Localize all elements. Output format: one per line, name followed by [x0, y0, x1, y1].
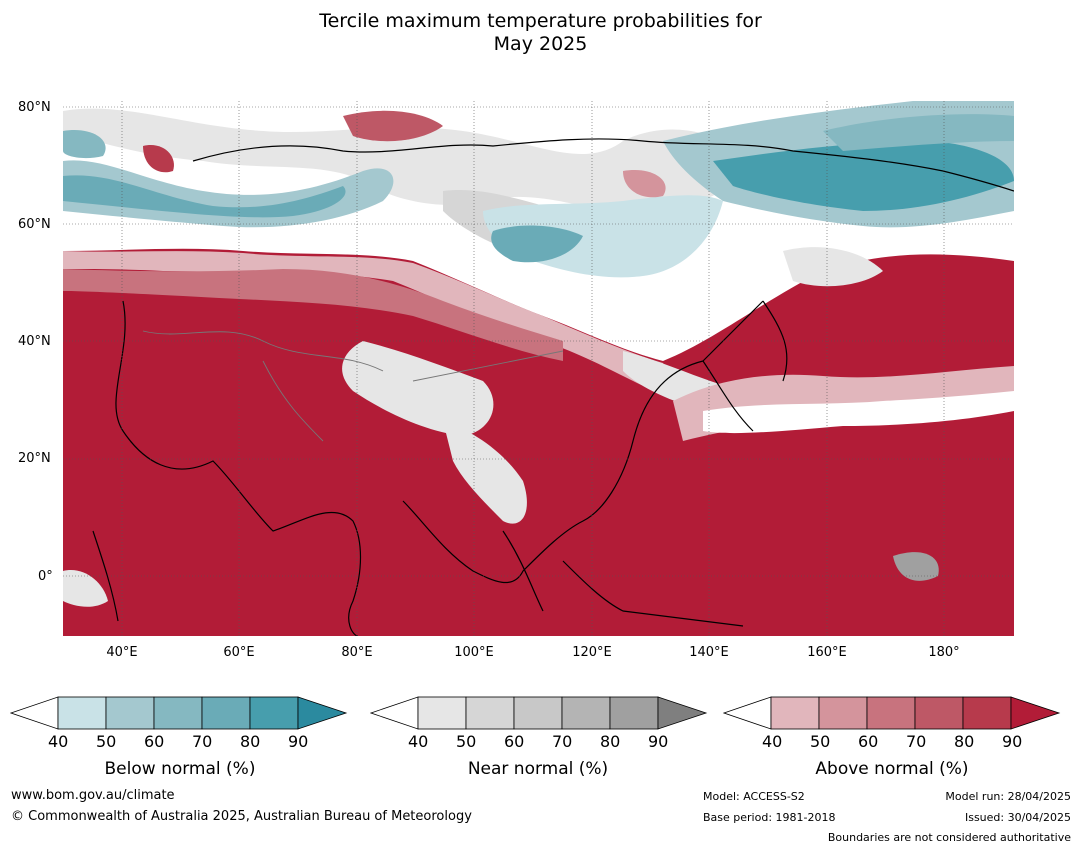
- lat-label-40n: 40°N: [18, 334, 51, 349]
- lon-label-140e: 140°E: [689, 645, 729, 660]
- lon-label-180: 180°: [928, 645, 960, 660]
- lon-label-40e: 40°E: [106, 645, 138, 660]
- footer-copyright: © Commonwealth of Australia 2025, Austra…: [11, 809, 472, 824]
- probability-map: [63, 101, 1014, 636]
- colorbar-extend-high: [1010, 696, 1061, 730]
- colorbar-tick: 90: [288, 732, 309, 751]
- colorbar-tick: 70: [192, 732, 213, 751]
- colorbar-above-svg: [722, 696, 1061, 730]
- colorbar-tick: 90: [1002, 732, 1023, 751]
- colorbar-extend-low: [722, 696, 772, 730]
- lon-label-120e: 120°E: [572, 645, 612, 660]
- colorbar-swatch: [57, 696, 107, 730]
- footer-issued: Issued: 30/04/2025: [964, 811, 1071, 824]
- colorbar-tick: 80: [600, 732, 621, 751]
- colorbar-swatch: [818, 696, 868, 730]
- colorbar-extend-low: [9, 696, 59, 730]
- colorbar-tick: 60: [858, 732, 879, 751]
- lon-label-100e: 100°E: [454, 645, 494, 660]
- colorbar-swatch: [914, 696, 964, 730]
- title-line-2: May 2025: [493, 33, 588, 55]
- lon-label-80e: 80°E: [341, 645, 373, 660]
- colorbar-tick: 60: [504, 732, 525, 751]
- colorbar-swatch: [465, 696, 515, 730]
- colorbar-tick: 40: [762, 732, 783, 751]
- colorbar-near-svg: [369, 696, 708, 730]
- colorbar-swatch: [105, 696, 155, 730]
- lon-label-160e: 160°E: [807, 645, 847, 660]
- lat-label-0: 0°: [38, 569, 53, 584]
- colorbar-swatch: [770, 696, 820, 730]
- title-line-1: Tercile maximum temperature probabilitie…: [319, 10, 762, 32]
- colorbar-swatch: [153, 696, 203, 730]
- colorbar-tick: 90: [648, 732, 669, 751]
- colorbar-tick: 70: [906, 732, 927, 751]
- colorbar-extend-high: [297, 696, 348, 730]
- colorbar-swatch: [201, 696, 251, 730]
- lon-label-60e: 60°E: [223, 645, 255, 660]
- colorbar-swatch: [249, 696, 299, 730]
- footer-base-period: Base period: 1981-2018: [703, 811, 836, 824]
- colorbar-swatch: [609, 696, 659, 730]
- colorbar-tick: 40: [48, 732, 69, 751]
- colorbar-tick: 50: [456, 732, 477, 751]
- lat-label-80n: 80°N: [18, 100, 51, 115]
- map-canvas: [63, 101, 1014, 636]
- lat-label-20n: 20°N: [18, 451, 51, 466]
- colorbar-extend-high: [657, 696, 708, 730]
- colorbar-tick: 40: [408, 732, 429, 751]
- footer-disclaimer: Boundaries are not considered authoritat…: [827, 831, 1071, 844]
- colorbar-below-svg: [9, 696, 348, 730]
- footer-model: Model: ACCESS-S2: [703, 790, 805, 803]
- colorbar-tick: 50: [96, 732, 117, 751]
- colorbar-swatch: [866, 696, 916, 730]
- footer-model-run: Model run: 28/04/2025: [945, 790, 1071, 803]
- map-title: Tercile maximum temperature probabilitie…: [0, 10, 1081, 56]
- lat-label-60n: 60°N: [18, 217, 51, 232]
- colorbar-swatch: [513, 696, 563, 730]
- colorbar-near-normal: [369, 696, 710, 736]
- colorbar-swatch: [962, 696, 1012, 730]
- colorbar-tick: 80: [954, 732, 975, 751]
- colorbar-extend-low: [369, 696, 419, 730]
- colorbar-below-title: Below normal (%): [104, 759, 256, 779]
- footer-url: www.bom.gov.au/climate: [11, 788, 175, 803]
- colorbar-swatch: [417, 696, 467, 730]
- colorbar-below-normal: [9, 696, 350, 736]
- colorbar-near-title: Near normal (%): [467, 759, 609, 779]
- colorbar-above-normal: [722, 696, 1063, 736]
- colorbar-tick: 80: [240, 732, 261, 751]
- colorbar-swatch: [561, 696, 611, 730]
- colorbar-tick: 60: [144, 732, 165, 751]
- colorbar-tick: 70: [552, 732, 573, 751]
- colorbar-tick: 50: [810, 732, 831, 751]
- colorbar-above-title: Above normal (%): [815, 759, 969, 779]
